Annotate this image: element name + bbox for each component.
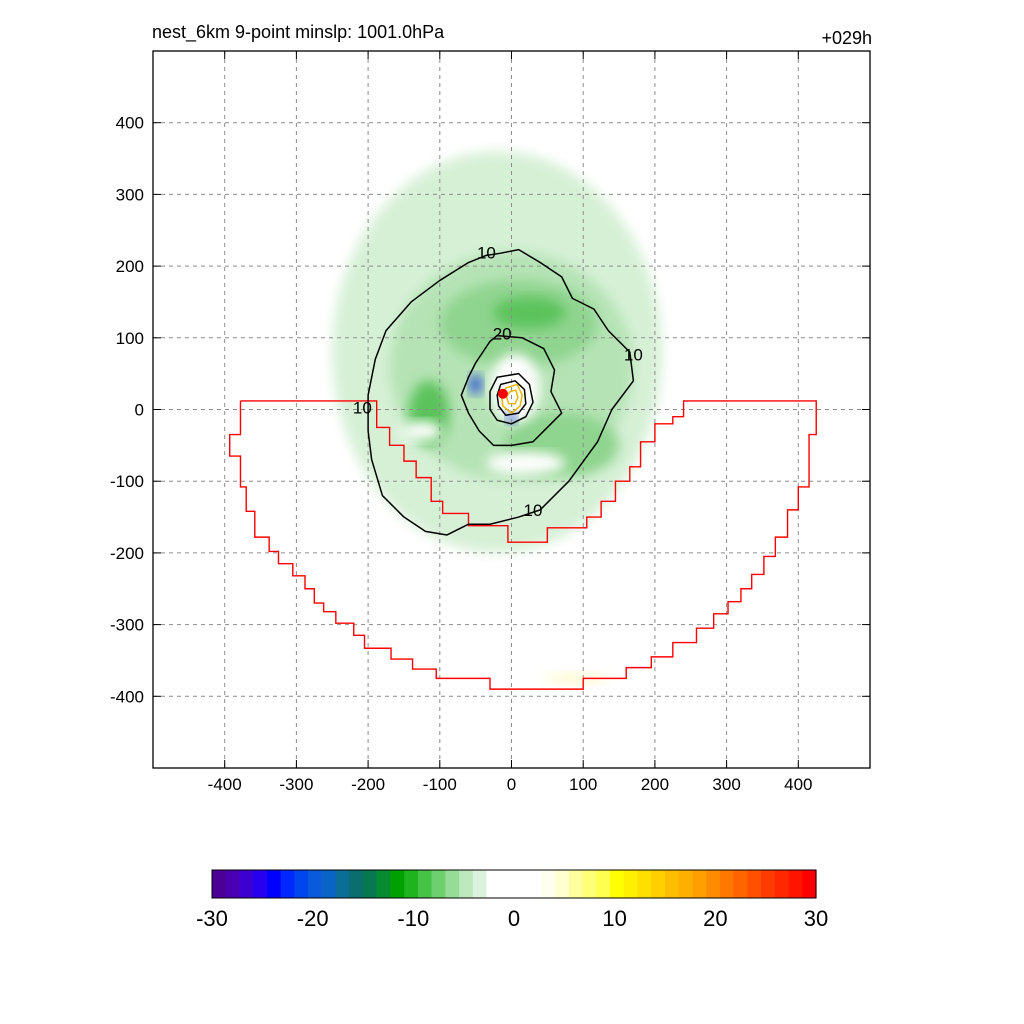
colorbar-swatch-35 [692,870,707,898]
colorbar-swatch-41 [774,870,790,898]
colorbar-swatch-13 [390,870,405,898]
colorbar-swatch-3 [253,870,268,898]
colorbar-swatch-16 [431,870,446,898]
y-tick-label-8: -400 [110,687,144,706]
colorbar-swatch-10 [349,870,364,898]
colorbar-swatch-34 [678,870,694,898]
x-tick-label-3: -100 [423,775,457,794]
y-tick-label-4: 0 [135,401,144,420]
x-tick-label-2: -200 [351,775,385,794]
colorbar-swatch-28 [596,870,611,898]
colorbar: -30 -20 -10 0 10 20 30 [196,869,828,931]
colorbar-swatch-18 [459,870,474,898]
shaded-region-7 [486,451,566,475]
colorbar-label-3: 0 [508,906,520,931]
shaded-region-6 [489,353,541,423]
colorbar-swatch-24 [541,870,556,898]
contour-label-group: 10 20 10 10 10 [353,243,643,520]
colorbar-label-5: 20 [703,906,727,931]
y-tick-label-0: 400 [116,114,144,133]
x-tick-label-5: 100 [569,775,597,794]
colorbar-label-0: -30 [196,906,228,931]
shaded-region-3 [493,296,566,329]
colorbar-swatch-25 [555,870,570,898]
colorbar-swatch-38 [733,870,748,898]
colorbar-swatch-5 [280,870,295,898]
colorbar-swatch-1 [225,870,241,898]
colorbar-swatch-39 [747,870,762,898]
x-tick-label-7: 300 [712,775,740,794]
colorbar-swatch-0 [212,870,227,898]
colorbar-label-2: -10 [397,906,429,931]
colorbar-label-4: 10 [602,906,626,931]
colorbar-swatch-20 [486,870,501,898]
colorbar-swatch-2 [239,870,254,898]
colorbar-swatch-7 [308,870,323,898]
colorbar-label-6: 30 [804,906,828,931]
shaded-field [332,151,663,685]
x-tick-label-0: -400 [208,775,242,794]
colorbar-swatch-6 [294,870,309,898]
y-tick-label-5: -100 [110,472,144,491]
x-tick-label-8: 400 [784,775,812,794]
colorbar-swatch-17 [445,870,460,898]
colorbar-swatch-8 [321,870,337,898]
contour-label-1: 20 [493,324,512,343]
shaded-region-9 [469,374,483,395]
boundary-line-group [229,400,817,690]
contour-line-1 [460,334,563,447]
colorbar-swatch-12 [376,870,392,898]
colorbar-swatch-27 [582,870,597,898]
colorbar-swatch-29 [610,870,625,898]
boundary-line [229,400,817,690]
colorbar-swatch-37 [719,870,735,898]
contour-line-3 [496,380,527,416]
colorbar-label-1: -20 [297,906,329,931]
colorbar-swatch-32 [651,870,666,898]
colorbar-swatch-31 [637,870,652,898]
y-tick-label-6: -200 [110,544,144,563]
colorbar-swatch-21 [500,870,515,898]
storm-center-group [497,388,508,399]
colorbar-swatch-14 [404,870,419,898]
axes: -400 -300 -200 -100 0 100 200 300 40040030020010… [110,51,870,794]
x-tick-label-4: 0 [507,775,516,794]
y-tick-label-1: 300 [116,185,144,204]
colorbar-swatch-11 [363,870,378,898]
y-tick-label-7: -300 [110,616,144,635]
contour-label-0: 10 [477,243,496,262]
storm-center-marker [497,388,508,399]
contour-label-3: 10 [353,398,372,417]
colorbar-frame [211,869,817,899]
x-tick-label-6: 200 [641,775,669,794]
contour-label-2: 10 [624,345,643,364]
colorbar-swatch-42 [788,870,803,898]
colorbar-swatch-36 [706,870,721,898]
shaded-region-8 [401,420,442,442]
colorbar-swatch-26 [568,870,584,898]
colorbar-swatch-40 [761,870,776,898]
contour-line-0 [367,248,635,536]
colorbar-swatch-33 [665,870,680,898]
colorbar-swatch-23 [527,870,543,898]
chart-title: nest_6km 9-point minslp: 1001.0hPa [152,22,445,43]
colorbar-swatch-4 [266,870,282,898]
forecast-hour-label: +029h [821,28,872,48]
x-tick-label-1: -300 [279,775,313,794]
colorbar-swatch-9 [335,870,350,898]
y-tick-label-3: 100 [116,329,144,348]
colorbar-swatch-22 [514,870,529,898]
colorbar-swatch-43 [802,870,817,898]
contour-line-2 [489,372,534,425]
colorbar-swatch-30 [623,870,639,898]
contour-label-4: 10 [524,501,543,520]
colorbar-swatch-19 [472,870,488,898]
colorbar-swatch-15 [417,870,433,898]
shaded-region-11 [543,672,609,685]
y-tick-label-2: 200 [116,257,144,276]
